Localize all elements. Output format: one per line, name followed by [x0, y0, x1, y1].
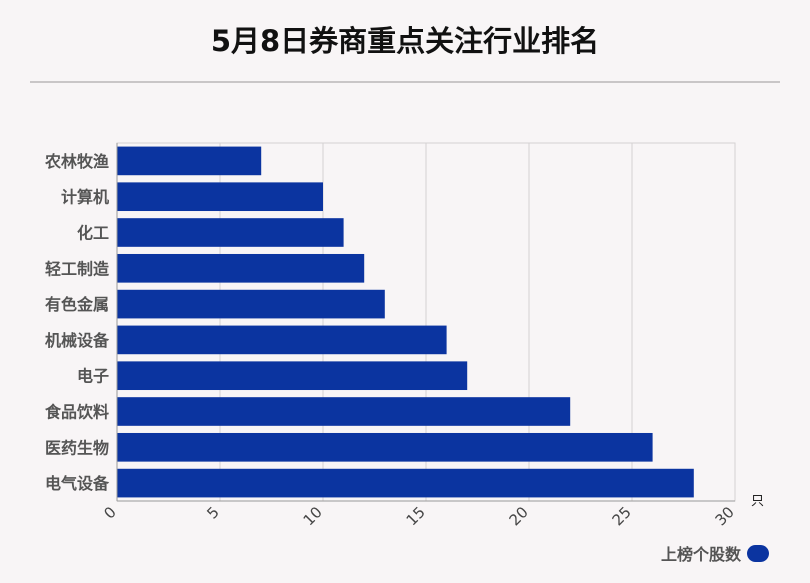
- bar: [117, 432, 653, 462]
- x-tick-label: 0: [100, 503, 119, 522]
- title-divider: [30, 81, 780, 83]
- category-label: 计算机: [61, 188, 109, 207]
- bar: [117, 325, 447, 355]
- category-label: 农林牧渔: [44, 152, 109, 171]
- category-label: 食品饮料: [44, 403, 109, 422]
- category-label: 有色金属: [45, 295, 109, 314]
- category-label: 医药生物: [45, 438, 109, 457]
- bar: [117, 182, 323, 212]
- x-tick-label: 10: [300, 503, 326, 529]
- category-label: 电子: [77, 367, 109, 386]
- x-tick-label: 30: [712, 503, 738, 529]
- legend[interactable]: 上榜个股数: [661, 541, 769, 565]
- x-tick-label: 20: [506, 503, 532, 529]
- bar: [117, 146, 262, 176]
- category-label: 轻工制造: [45, 259, 110, 278]
- bar: [117, 253, 365, 283]
- bar: [117, 361, 468, 391]
- legend-label: 上榜个股数: [660, 545, 741, 564]
- category-label: 化工: [77, 224, 109, 243]
- x-axis-unit: 只: [751, 494, 764, 509]
- category-label: 电气设备: [45, 474, 110, 493]
- bar: [117, 468, 694, 498]
- legend-swatch: [747, 544, 769, 562]
- bar: [117, 289, 385, 319]
- bar: [117, 397, 571, 426]
- chart-title: 5月8日券商重点关注行业排名: [210, 24, 600, 58]
- x-tick-label: 25: [609, 503, 635, 529]
- category-label: 机械设备: [45, 331, 110, 350]
- bar: [117, 218, 344, 247]
- x-tick-label: 5: [203, 503, 222, 522]
- x-tick-label: 15: [403, 503, 429, 529]
